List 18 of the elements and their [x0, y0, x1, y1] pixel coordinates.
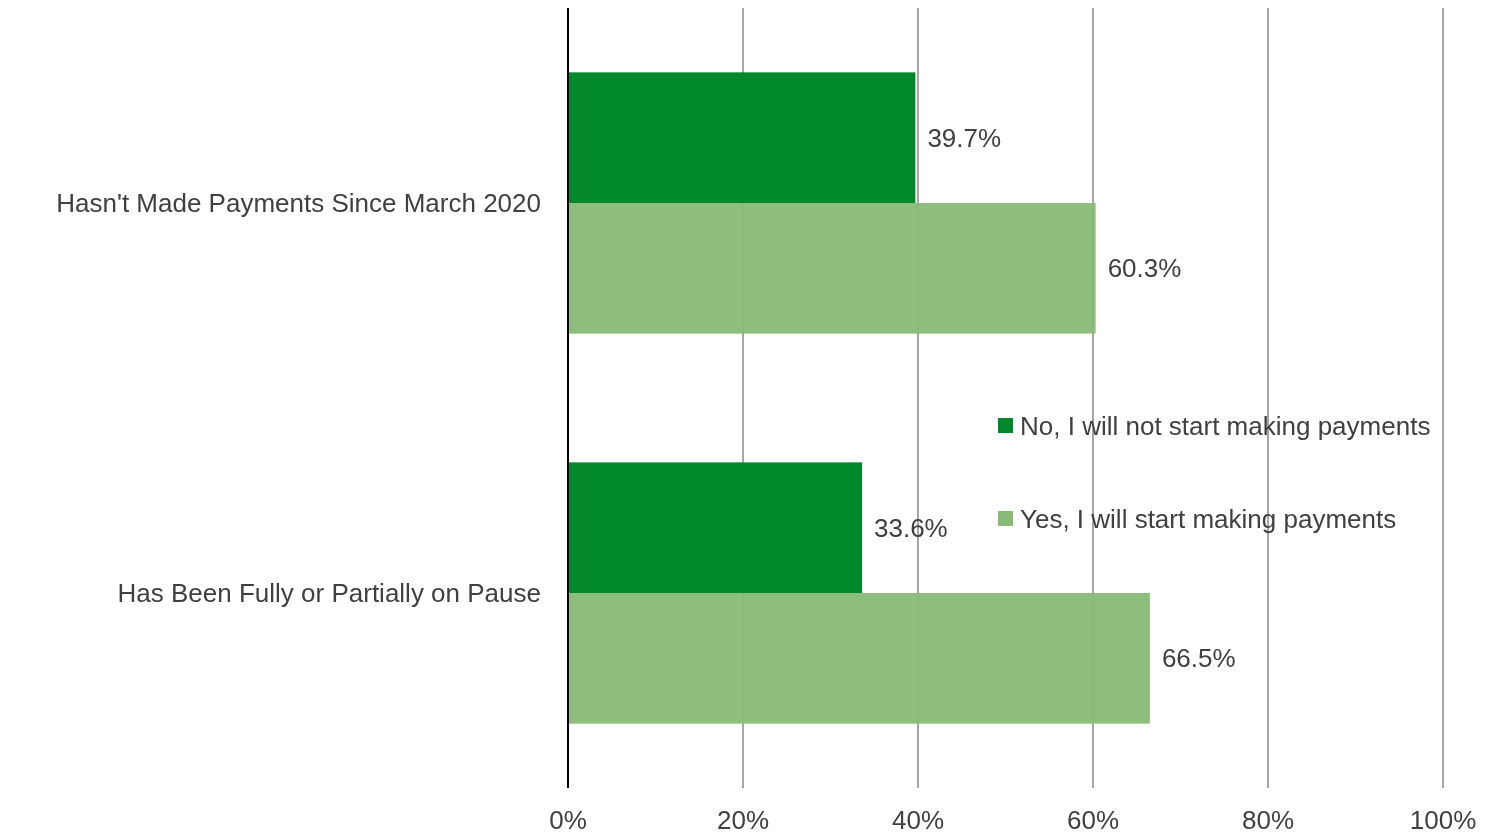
x-tick-label: 0%: [549, 805, 587, 835]
bar: [568, 72, 916, 203]
x-tick-label: 80%: [1241, 805, 1295, 835]
y-tick-label: Has Been Fully or Partially on Pause: [117, 578, 541, 609]
bar: [568, 203, 1096, 334]
x-tick-label: 100%: [1409, 805, 1477, 835]
bar: [568, 462, 862, 593]
x-tick-label: 20%: [716, 805, 770, 835]
bar: [568, 593, 1150, 724]
data-label: 66.5%: [1161, 643, 1236, 674]
data-label: 39.7%: [927, 122, 1002, 153]
legend-label: No, I will not start making payments: [1020, 410, 1431, 441]
x-tick-label: 60%: [1066, 805, 1120, 835]
y-tick-label: Hasn't Made Payments Since March 2020: [56, 188, 541, 219]
legend-label: Yes, I will start making payments: [1020, 503, 1397, 534]
x-tick-label: 40%: [891, 805, 945, 835]
data-label: 60.3%: [1107, 253, 1182, 284]
data-label: 33.6%: [874, 512, 948, 543]
